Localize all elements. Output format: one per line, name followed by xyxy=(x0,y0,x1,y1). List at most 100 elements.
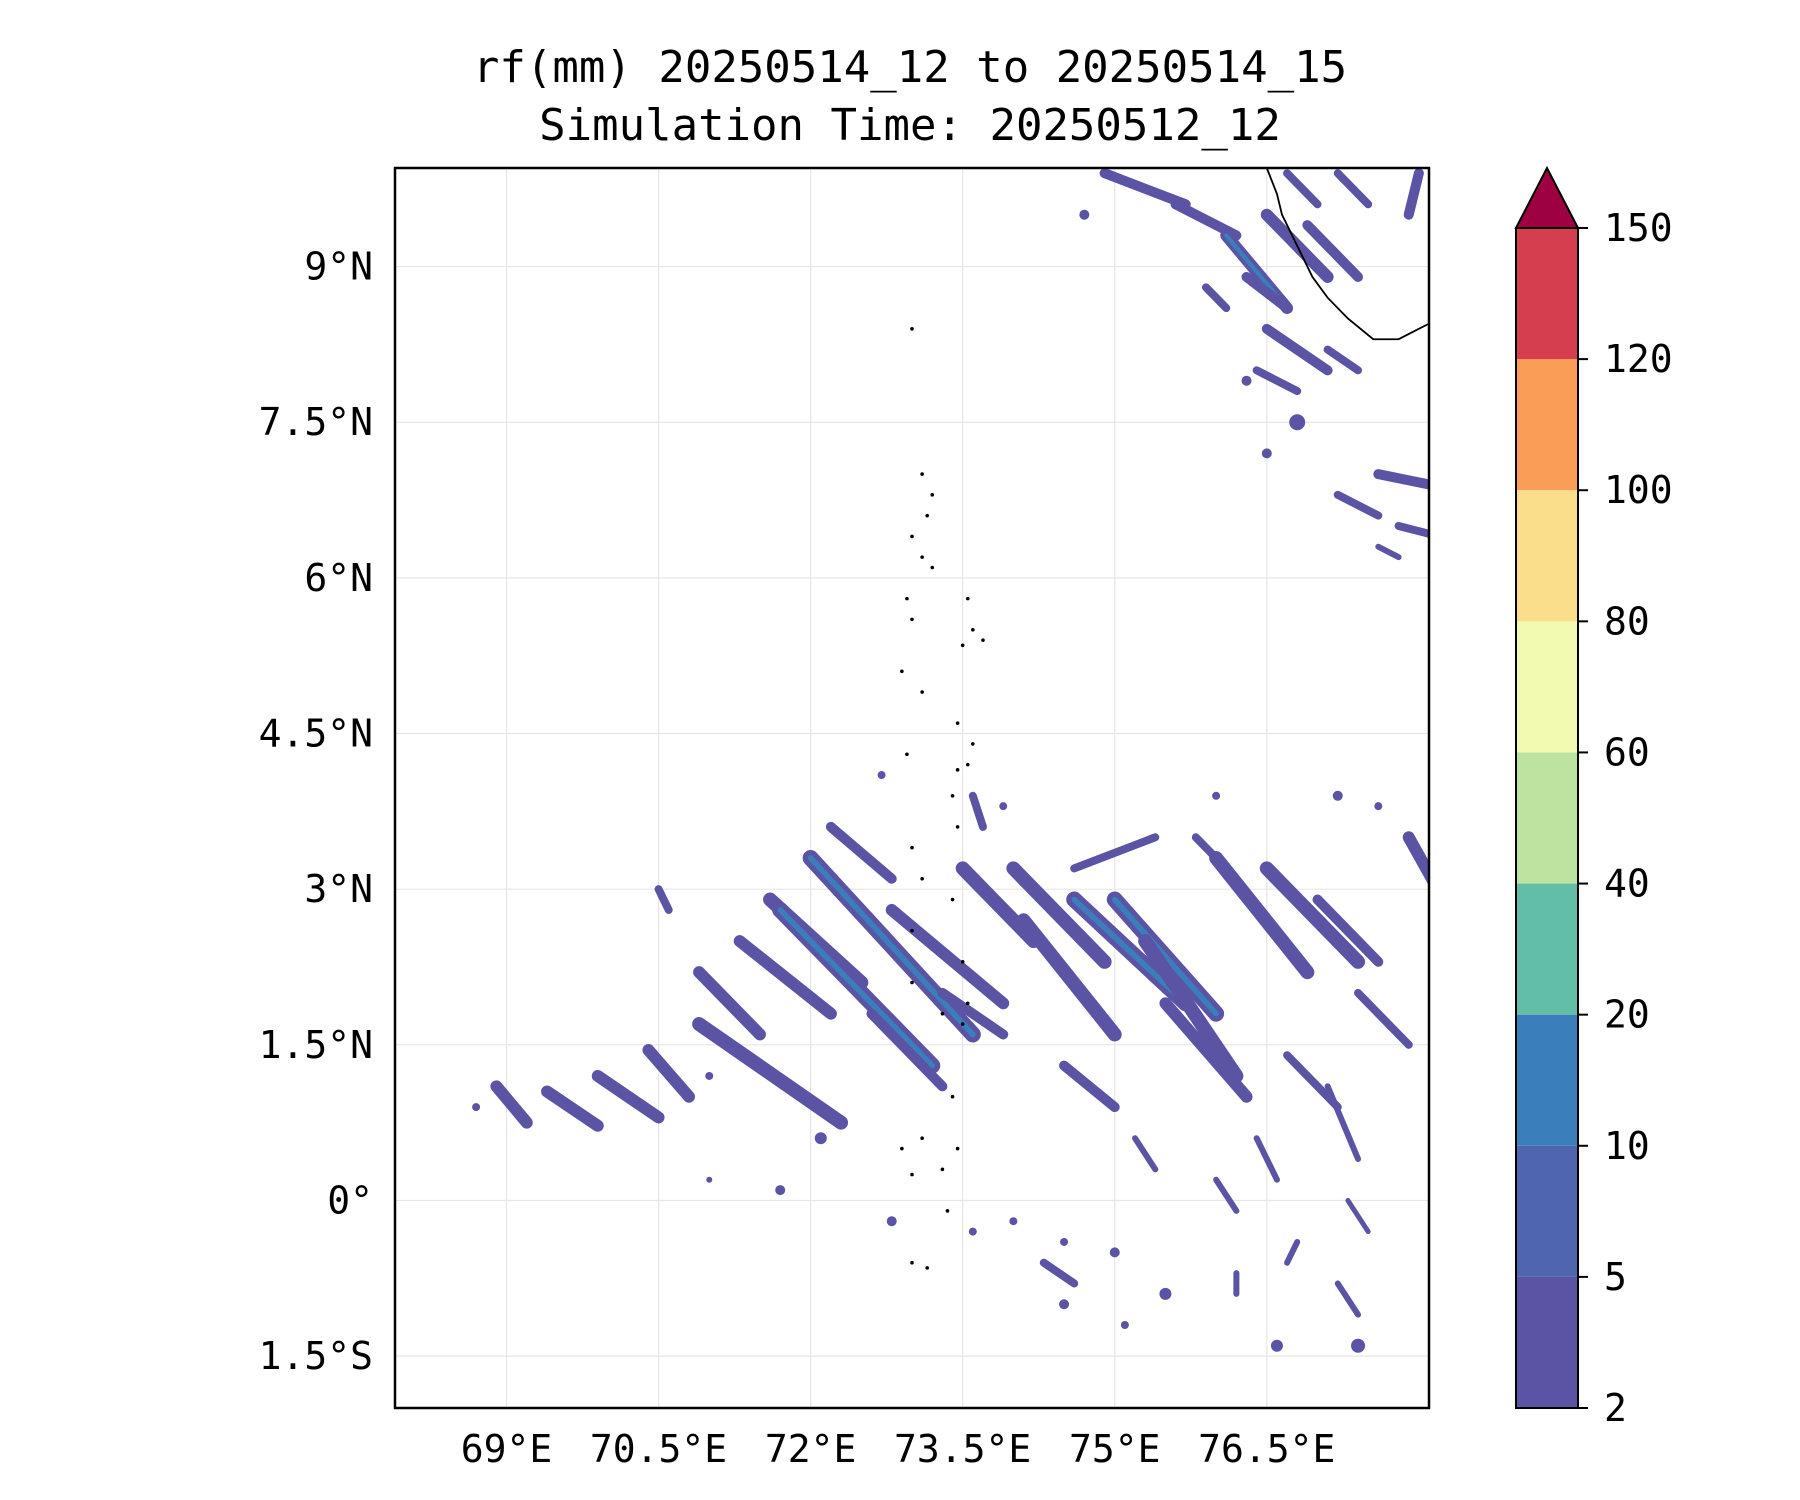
x-tick-label: 73.5°E xyxy=(894,1427,1031,1471)
colorbar-label: 150 xyxy=(1604,206,1673,250)
atoll-dot xyxy=(910,534,914,539)
rain-band xyxy=(1312,894,1384,967)
rain-cell xyxy=(705,1071,714,1080)
rain-band xyxy=(885,903,1010,1010)
rain-band xyxy=(968,791,987,831)
rain-band xyxy=(1345,1197,1371,1235)
atoll-dot xyxy=(925,513,930,518)
rain-cell xyxy=(706,1176,713,1183)
colorbar-segment xyxy=(1516,1145,1578,1277)
rain-band xyxy=(1302,220,1364,282)
colorbar-segment xyxy=(1516,883,1578,1015)
rain-band-core xyxy=(777,907,936,1069)
colorbar-extend-arrow xyxy=(1514,165,1580,229)
rain-cell xyxy=(1079,209,1090,220)
rain-band xyxy=(1373,469,1429,490)
map-frame xyxy=(393,166,1431,1410)
rain-cell xyxy=(1289,414,1306,431)
rain-band xyxy=(1354,988,1413,1049)
colorbar: 2 5 10 20 40 60 80 100 120 150 xyxy=(1514,165,1673,1430)
rain-band xyxy=(733,935,837,1020)
rain-cell xyxy=(775,1185,786,1196)
rain-cell xyxy=(1159,1287,1172,1300)
atoll-dot xyxy=(920,555,924,559)
y-tick-label: 7.5°N xyxy=(259,400,373,444)
rain-band xyxy=(1253,1135,1280,1183)
rain-band xyxy=(937,987,1009,1040)
rain-cell xyxy=(1351,1338,1366,1353)
rain-band xyxy=(1039,1258,1079,1288)
colorbar-segment xyxy=(1516,490,1578,622)
x-tick-label: 72°E xyxy=(765,1427,857,1471)
rain-band xyxy=(866,1008,948,1092)
rain-band xyxy=(591,1069,665,1124)
atoll-dot xyxy=(900,669,904,674)
coastline-india xyxy=(1265,168,1429,341)
colorbar-label: 5 xyxy=(1604,1255,1627,1299)
atoll-dot xyxy=(920,472,924,476)
rain-band xyxy=(1284,1238,1301,1266)
rain-band-core xyxy=(807,855,976,1038)
rain-band xyxy=(1333,490,1383,520)
rain-cell xyxy=(999,802,1008,811)
y-tick-label: 0° xyxy=(327,1178,373,1222)
colorbar-label: 10 xyxy=(1604,1124,1650,1168)
rain-cell xyxy=(1059,1299,1070,1310)
colorbar-label: 40 xyxy=(1604,862,1650,906)
rain-cell xyxy=(968,1227,977,1236)
atoll-dot xyxy=(910,845,914,850)
y-tick-label: 3°N xyxy=(304,867,373,911)
atoll-dot xyxy=(950,793,955,798)
coastlines xyxy=(900,168,1429,1270)
rain-band xyxy=(693,966,766,1041)
colorbar-segment xyxy=(1516,228,1578,360)
rain-band xyxy=(654,885,673,914)
colorbar-segment xyxy=(1516,1014,1578,1146)
atoll-dot xyxy=(910,327,914,331)
colorbar-frame xyxy=(1515,227,1579,1409)
rain-cell xyxy=(472,1103,481,1112)
rain-cell xyxy=(1060,1237,1069,1246)
rain-band xyxy=(1394,521,1429,538)
atoll-dot xyxy=(955,721,960,725)
rain-cell xyxy=(1374,802,1383,811)
atoll-dot xyxy=(965,762,970,767)
rain-band xyxy=(1241,271,1293,314)
rain-cell xyxy=(886,1216,897,1227)
rainfall-contours xyxy=(472,168,1429,1353)
gridlines xyxy=(395,168,1429,1408)
y-tick-label: 4.5°N xyxy=(259,712,373,756)
atoll-dot xyxy=(945,1209,950,1213)
atoll-dot xyxy=(910,980,914,985)
atoll-dot xyxy=(930,565,935,570)
y-axis-ticks: 9°N 7.5°N 6°N 4.5°N 3°N 1.5°N 0° 1.5°S xyxy=(259,245,373,1379)
rain-band xyxy=(541,1085,604,1132)
rain-cell xyxy=(1261,448,1272,459)
rain-band xyxy=(1191,833,1231,873)
atoll-dot xyxy=(925,1266,930,1270)
rain-band xyxy=(642,1044,695,1103)
colorbar-label: 120 xyxy=(1604,337,1673,381)
atoll-dot xyxy=(955,1146,960,1151)
rain-band xyxy=(1333,169,1373,209)
x-tick-label: 69°E xyxy=(461,1427,553,1471)
y-tick-label: 9°N xyxy=(304,245,373,289)
rain-band xyxy=(1261,323,1333,376)
x-tick-label: 76.5°E xyxy=(1198,1427,1335,1471)
colorbar-segment xyxy=(1516,1276,1578,1408)
atoll-dot xyxy=(920,1136,924,1141)
atoll-dot xyxy=(981,638,985,642)
y-tick-label: 1.5°S xyxy=(259,1334,373,1378)
rain-band-core xyxy=(1111,896,1219,1017)
atoll-dot xyxy=(940,1011,945,1016)
rain-band xyxy=(1334,1280,1362,1318)
atoll-dot xyxy=(960,960,965,964)
rain-band xyxy=(1213,1176,1240,1214)
atoll-dot xyxy=(900,1146,904,1151)
atoll-dot xyxy=(960,643,965,648)
atoll-dot xyxy=(920,690,924,694)
colorbar-label: 80 xyxy=(1604,599,1650,643)
rain-band xyxy=(1403,168,1424,220)
atoll-dot xyxy=(971,627,975,632)
